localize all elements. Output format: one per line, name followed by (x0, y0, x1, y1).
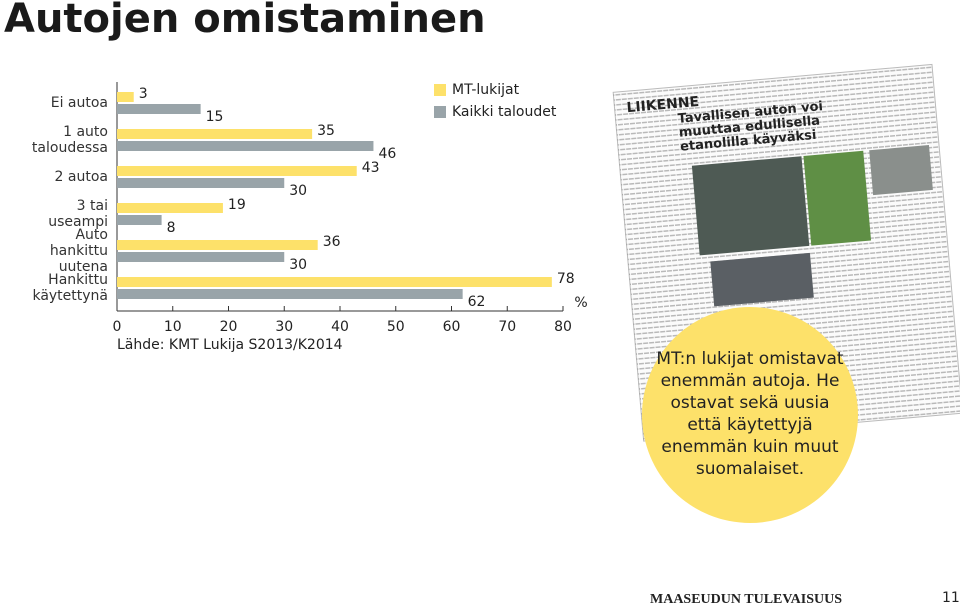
x-tick-label: 0 (113, 319, 122, 335)
x-tick-label: 30 (275, 319, 293, 335)
value-label: 30 (289, 257, 307, 273)
value-label: 15 (206, 109, 224, 125)
value-label: 30 (289, 183, 307, 199)
bar (117, 203, 223, 213)
callout-circle (642, 307, 858, 523)
axis-unit: % (574, 295, 587, 311)
footer-publication: MAASEUDUN TULEVAISUUS (650, 592, 842, 607)
value-label: 35 (317, 123, 335, 139)
legend-swatch (434, 84, 446, 96)
value-label: 62 (468, 294, 486, 310)
title: Autojen omistaminen (4, 0, 486, 42)
value-label: 46 (378, 146, 396, 162)
bar (117, 277, 552, 287)
callout: MT:n lukijat omistavat enemmän autoja. H… (656, 349, 844, 479)
bar (117, 178, 285, 188)
x-tick-label: 80 (554, 319, 572, 335)
category-label: Ei autoa (50, 95, 108, 111)
category-label: Auto hankittu uutena (49, 227, 108, 275)
x-tick-label: 40 (331, 319, 349, 335)
x-tick-label: 60 (443, 319, 461, 335)
value-label: 36 (323, 234, 341, 250)
value-label: 3 (139, 86, 148, 102)
bar (117, 129, 313, 139)
value-label: 78 (557, 271, 575, 287)
page-number: 11 (942, 590, 960, 606)
x-tick-label: 20 (220, 319, 238, 335)
bar (117, 240, 318, 250)
bar (117, 166, 357, 176)
value-label: 19 (228, 197, 246, 213)
x-tick-label: 70 (498, 319, 516, 335)
legend-swatch (434, 106, 446, 118)
category-label: Hankittu käytettynä (32, 272, 108, 304)
value-label: 8 (167, 220, 176, 236)
category-label: 3 tai useampi (48, 198, 108, 230)
x-tick-label: 10 (164, 319, 182, 335)
x-tick-label: 50 (387, 319, 405, 335)
bar (117, 252, 285, 262)
category-label: 2 autoa (54, 169, 108, 185)
legend-label: MT-lukijat (452, 82, 520, 98)
source: Lähde: KMT Lukija S2013/K2014 (117, 337, 343, 353)
bar (117, 289, 463, 299)
bar (117, 141, 374, 151)
bar (117, 92, 134, 102)
bar (117, 215, 162, 225)
category-label: 1 auto taloudessa (31, 124, 108, 156)
article-section: LIIKENNE (626, 94, 700, 116)
bar (117, 104, 201, 114)
value-label: 43 (362, 160, 380, 176)
legend-label: Kaikki taloudet (452, 104, 557, 120)
